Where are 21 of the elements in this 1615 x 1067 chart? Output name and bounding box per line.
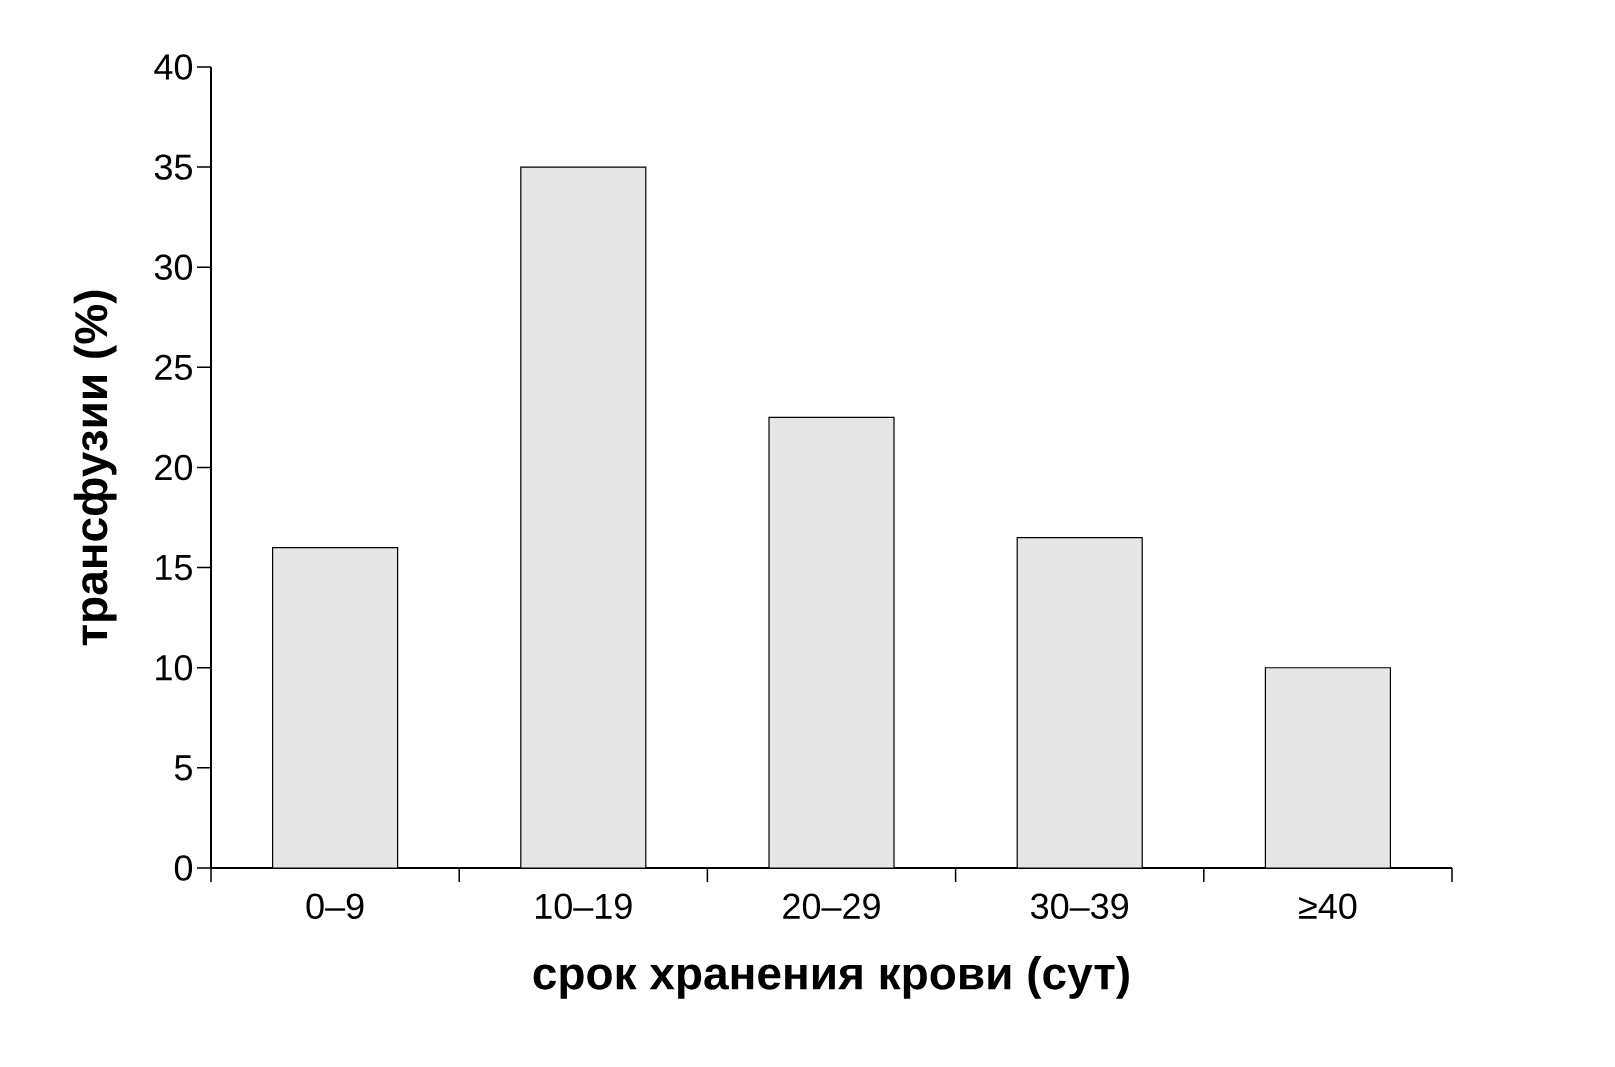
y-tick-label: 15 xyxy=(156,555,192,581)
x-axis-title: срок хранения крови (сут) xyxy=(533,955,1129,999)
x-tick-label: 30–39 xyxy=(1031,893,1129,919)
y-tick-label: 40 xyxy=(154,54,193,80)
y-tick-label: 35 xyxy=(154,154,192,180)
bar xyxy=(768,416,895,868)
y-tick-label: 0 xyxy=(174,855,193,881)
x-tick-label: 20–29 xyxy=(783,893,880,919)
bar xyxy=(1264,667,1392,868)
y-tick-label: 20 xyxy=(155,454,193,481)
bar xyxy=(272,546,399,868)
x-tick-label: ≥40 xyxy=(1299,893,1357,919)
y-tick-label: 30 xyxy=(154,254,193,280)
y-tick-label: 5 xyxy=(174,755,192,781)
x-tick-label: 10–19 xyxy=(536,893,632,919)
y-tick-label: 10 xyxy=(156,655,193,681)
y-axis-title: трансфузии (%) xyxy=(73,290,117,646)
x-tick-label: 0–9 xyxy=(306,893,364,919)
y-tick-label: 25 xyxy=(155,354,192,381)
bar xyxy=(520,166,647,868)
bar xyxy=(1016,536,1143,868)
